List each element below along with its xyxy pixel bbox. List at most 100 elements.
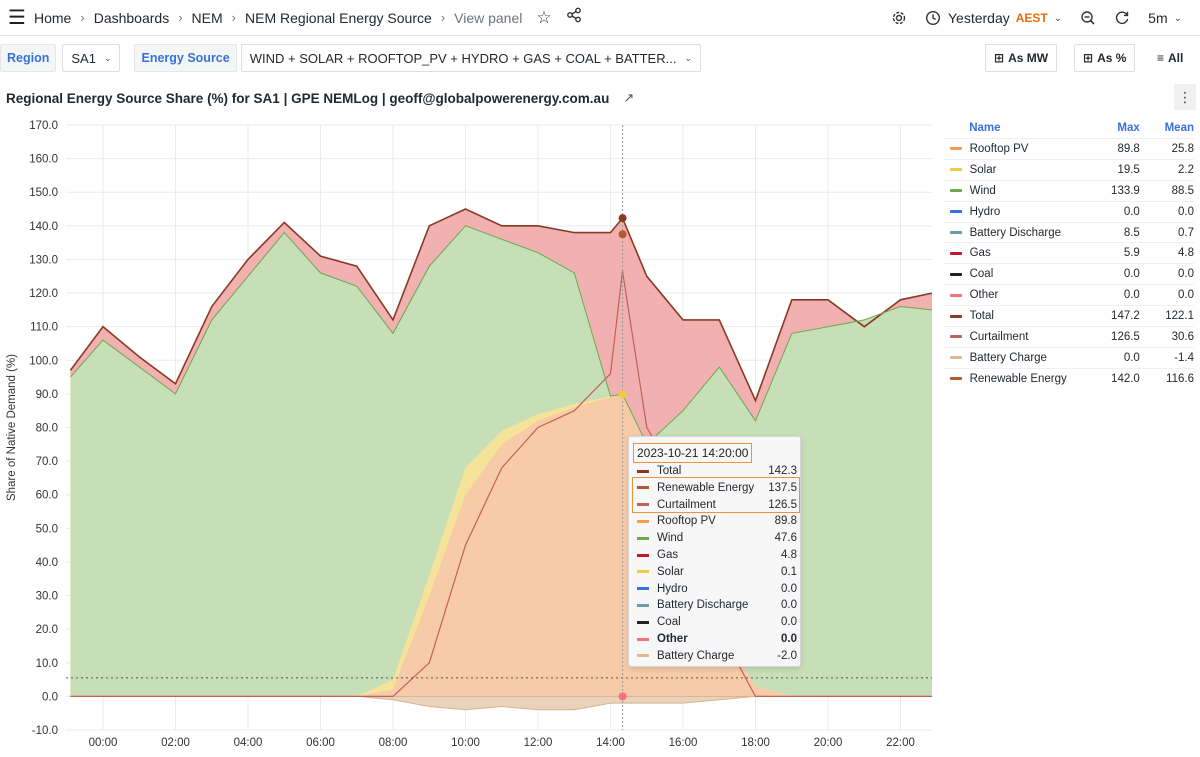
tooltip-row: Total 142.3 <box>637 463 797 479</box>
tooltip-series-value: 0.0 <box>781 616 797 629</box>
tooltip-series-name: Hydro <box>657 582 688 595</box>
legend-row[interactable]: Battery Discharge 8.5 0.7 <box>944 221 1194 243</box>
region-select[interactable]: SA1 ⌄ <box>62 44 121 72</box>
tooltip-row: Other 0.0 <box>637 631 797 647</box>
y-tick-label: 50.0 <box>36 523 58 535</box>
legend-row[interactable]: Wind 133.9 88.5 <box>944 179 1194 201</box>
tooltip-swatch <box>637 519 649 523</box>
legend-row[interactable]: Gas 5.9 4.8 <box>944 242 1194 263</box>
legend-row[interactable]: Renewable Energy 142.0 116.6 <box>944 367 1194 389</box>
legend-row[interactable]: Hydro 0.0 0.0 <box>944 200 1194 222</box>
legend-header-max[interactable]: Max <box>1117 122 1140 134</box>
crumb-nem[interactable]: NEM <box>191 9 223 26</box>
x-tick-label: 10:00 <box>451 737 480 749</box>
total-point <box>618 214 627 223</box>
wind-line <box>70 225 933 446</box>
y-tick-label: 100.0 <box>29 355 58 367</box>
legend-mean: -1.4 <box>1174 351 1194 364</box>
as-mw-button[interactable]: ⊞ As MW <box>985 44 1058 72</box>
tooltip-series-value: 142.3 <box>768 465 797 477</box>
legend-swatch <box>950 272 962 276</box>
tooltip-row: Gas 4.8 <box>637 547 797 563</box>
tooltip-row: Battery Charge -2.0 <box>637 648 797 664</box>
y-tick-label: 170.0 <box>29 120 58 132</box>
legend-max: 0.0 <box>1123 205 1140 218</box>
tooltip-swatch <box>637 654 649 658</box>
refresh-interval-picker[interactable]: 5m ⌄ <box>1148 10 1182 26</box>
star-icon[interactable]: ☆ <box>536 7 552 27</box>
share-icon[interactable] <box>566 7 582 28</box>
tooltip-highlight-box <box>632 477 800 513</box>
tooltip-swatch <box>637 503 649 507</box>
legend-max: 126.5 <box>1111 330 1140 343</box>
legend-row[interactable]: Curtailment 126.5 30.6 <box>944 326 1194 347</box>
top-controls: Yesterday AEST ⌄ 5m ⌄ <box>891 0 1200 36</box>
legend-swatch <box>950 231 962 234</box>
x-tick-label: 08:00 <box>379 737 408 749</box>
legend-swatch <box>950 377 962 381</box>
legend-row[interactable]: Rooftop PV 89.8 25.8 <box>944 138 1194 159</box>
tooltip-swatch <box>637 469 649 473</box>
tooltip-swatch <box>637 603 649 607</box>
legend-max: 133.9 <box>1111 184 1140 197</box>
legend-swatch <box>950 189 962 193</box>
legend-rows: Rooftop PV 89.8 25.8 Solar 19.5 2.2 Wind 133.9 8… <box>944 138 1194 389</box>
legend-name: Rooftop PV <box>969 142 1029 155</box>
crumb-home[interactable]: Home <box>34 9 72 26</box>
legend-name: Other <box>969 289 999 302</box>
zoom-out-icon[interactable] <box>1080 10 1096 26</box>
legend-header-mean[interactable]: Mean <box>1164 122 1194 134</box>
total-line <box>69 208 933 403</box>
x-tick-label: 06:00 <box>306 737 335 749</box>
panel-menu-icon[interactable]: ⋮ <box>1174 84 1196 110</box>
legend-name: Gas <box>969 247 991 260</box>
tooltip-swatch <box>637 536 649 540</box>
chevron-right-icon: › <box>231 10 237 25</box>
tooltip-series-name: Battery Charge <box>657 649 735 662</box>
legend-row[interactable]: Coal 0.0 0.0 <box>944 263 1194 284</box>
crumb-view-panel: View panel <box>454 9 523 26</box>
legend-mean: 0.7 <box>1177 226 1194 239</box>
x-tick-label: 22:00 <box>886 737 915 749</box>
time-range-picker[interactable]: Yesterday AEST ⌄ <box>925 10 1062 26</box>
tooltip-series-name: Coal <box>657 616 681 629</box>
external-link-icon[interactable]: ↗ <box>623 90 635 105</box>
legend-row[interactable]: Other 0.0 0.0 <box>944 284 1194 305</box>
time-range-label: Yesterday <box>948 10 1010 26</box>
all-button[interactable]: ≡ All <box>1148 44 1193 72</box>
tooltip-series-name: Gas <box>657 549 679 561</box>
legend-header-name[interactable]: Name <box>969 122 1001 134</box>
legend-row[interactable]: Battery Charge 0.0 -1.4 <box>944 346 1194 368</box>
y-tick-label: 140.0 <box>29 221 58 233</box>
legend-name: Total <box>969 310 994 323</box>
legend-row[interactable]: Total 147.2 122.1 <box>944 305 1194 326</box>
top-navbar: ☰ Home › Dashboards › NEM › NEM Regional… <box>0 0 1200 36</box>
x-tick-label: 12:00 <box>524 737 553 749</box>
legend-row[interactable]: Solar 19.5 2.2 <box>944 158 1194 180</box>
crumb-dashboard[interactable]: NEM Regional Energy Source <box>245 9 432 26</box>
legend-max: 5.9 <box>1123 247 1140 260</box>
tooltip-row: Rooftop PV 89.8 <box>637 513 797 529</box>
energy-source-select[interactable]: WIND + SOLAR + ROOFTOP_PV + HYDRO + GAS … <box>240 44 701 72</box>
refresh-icon[interactable] <box>1114 10 1130 26</box>
x-tick-label: 00:00 <box>89 737 118 749</box>
y-tick-label: 20.0 <box>36 624 58 636</box>
legend-mean: 2.2 <box>1177 163 1194 176</box>
legend-name: Coal <box>969 268 994 281</box>
y-tick-label: 110.0 <box>30 322 58 334</box>
tooltip-series-value: 126.5 <box>768 498 797 511</box>
menu-icon[interactable]: ☰ <box>8 7 26 29</box>
legend-mean: 0.0 <box>1177 268 1194 281</box>
list-icon: ≡ <box>1157 51 1165 65</box>
gear-icon[interactable] <box>891 10 907 26</box>
crumb-dashboards[interactable]: Dashboards <box>93 9 170 26</box>
variables-bar: Region SA1 ⌄ Energy Source WIND + SOLAR … <box>0 38 1200 78</box>
tooltip-swatch <box>637 587 649 591</box>
energy-source-label: Energy Source <box>134 44 237 72</box>
tooltip-swatch <box>637 637 649 641</box>
tooltip-series-name: Wind <box>657 532 684 545</box>
legend-swatch <box>950 210 962 214</box>
hover-tooltip: 2023-10-21 14:20:00 Total 142.3 Renewable … <box>628 436 801 667</box>
as-percent-button[interactable]: ⊞ As % <box>1074 44 1136 72</box>
energy-source-value: WIND + SOLAR + ROOFTOP_PV + HYDRO + GAS … <box>249 50 677 66</box>
